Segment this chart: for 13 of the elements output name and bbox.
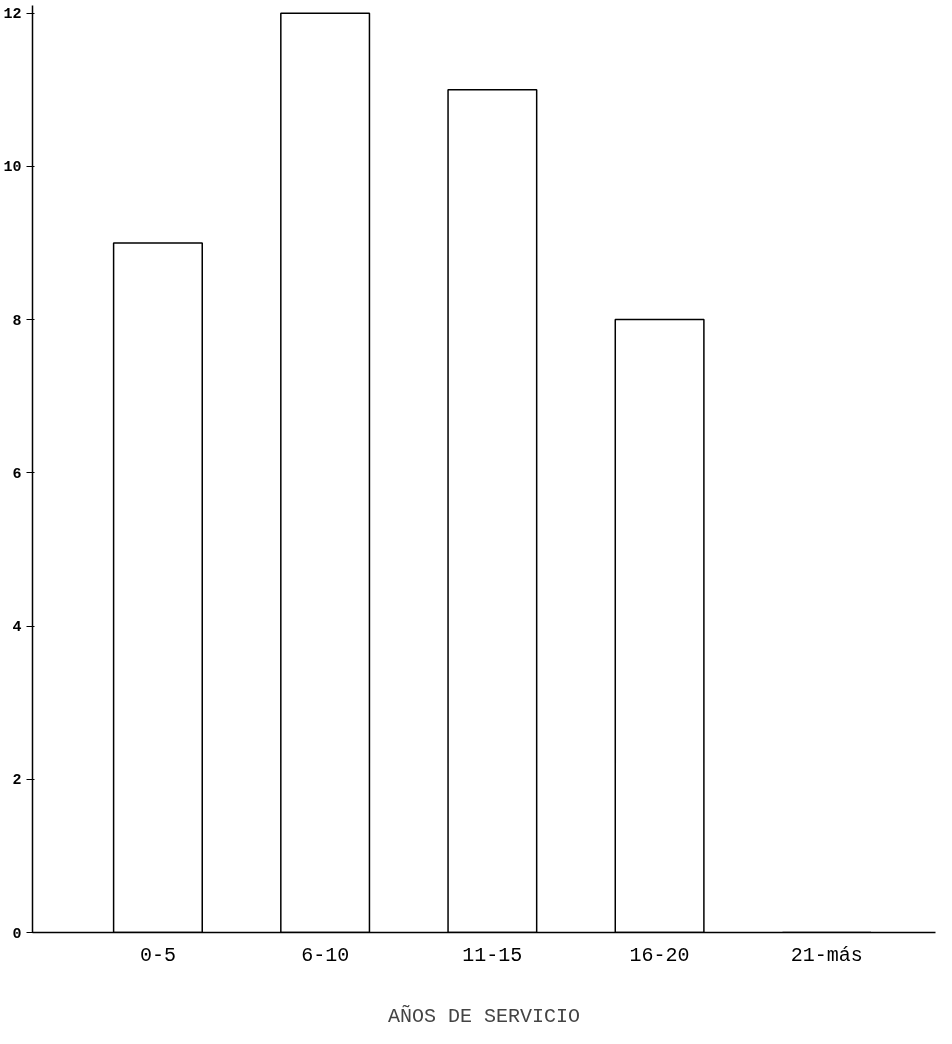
y-tick-label: 12 <box>3 6 22 24</box>
y-tick-label: 8 <box>12 312 22 330</box>
x-tick-label: 0-5 <box>139 943 176 967</box>
x-axis-title: AÑOS DE SERVICIO <box>387 1003 581 1028</box>
y-tick-label: 0 <box>12 925 22 943</box>
x-tick-label: 21-más <box>790 943 863 967</box>
y-tick-label: 4 <box>12 619 22 637</box>
y-tick-label: 6 <box>12 465 22 483</box>
x-tick-label: 11-15 <box>462 943 523 967</box>
x-tick-label: 16-20 <box>629 943 690 967</box>
y-tick-label: 10 <box>3 159 22 177</box>
x-tick-label: 6-10 <box>301 943 350 967</box>
y-tick-label: 2 <box>12 772 22 790</box>
